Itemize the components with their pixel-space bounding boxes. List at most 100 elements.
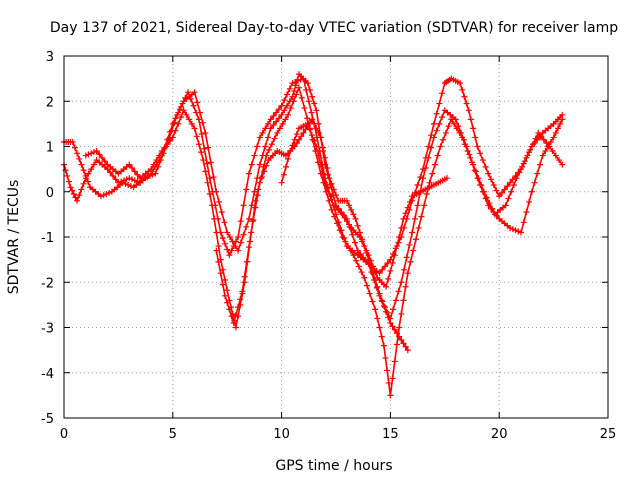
data-point (364, 282, 371, 289)
data-point (328, 180, 335, 187)
data-point (211, 215, 218, 222)
data-point (432, 161, 439, 168)
y-tick-label: 1 (46, 141, 54, 156)
data-point (325, 197, 332, 204)
data-point (535, 129, 542, 136)
y-tick-label: 3 (46, 50, 54, 65)
data-point (324, 185, 331, 192)
series-line (85, 86, 563, 397)
data-point (226, 234, 233, 240)
data-point (109, 172, 116, 179)
data-point (400, 297, 407, 304)
data-point (202, 168, 209, 175)
data-point (557, 120, 564, 127)
data-point (172, 127, 179, 134)
data-point (328, 206, 335, 213)
data-point (289, 80, 296, 87)
data-point (175, 120, 182, 127)
data-point (215, 243, 222, 250)
data-point (502, 202, 509, 209)
data-point (322, 154, 329, 161)
data-point (232, 324, 239, 331)
data-point (69, 187, 76, 194)
data-point (509, 226, 516, 233)
data-point (369, 298, 376, 305)
y-tick-label: -1 (41, 231, 54, 246)
data-point (148, 166, 155, 173)
data-point (228, 313, 235, 320)
data-point (241, 273, 248, 280)
data-point (245, 170, 252, 177)
data-point (293, 140, 300, 147)
data-point (529, 141, 536, 148)
data-point (428, 144, 435, 151)
data-point (287, 105, 294, 112)
data-point (199, 119, 206, 126)
data-point (339, 211, 346, 218)
data-point (262, 125, 269, 132)
data-point (85, 151, 92, 158)
data-point (313, 107, 320, 114)
data-point (177, 114, 184, 121)
data-point (270, 112, 277, 119)
y-tick-label: -5 (41, 412, 54, 427)
data-point (180, 107, 187, 114)
data-point (352, 215, 359, 222)
data-point (516, 169, 523, 176)
data-point (425, 143, 432, 150)
data-point (251, 152, 258, 159)
data-point (293, 91, 300, 98)
y-tick-label: -3 (41, 322, 54, 337)
data-point (250, 217, 257, 224)
data-point (378, 333, 385, 340)
data-point (393, 341, 400, 348)
data-point (282, 163, 289, 170)
data-point (411, 215, 418, 222)
data-point (96, 151, 103, 158)
data-point (219, 266, 226, 273)
data-point (326, 175, 333, 182)
data-point (188, 120, 195, 127)
data-point (202, 129, 209, 136)
data-point (343, 197, 350, 204)
data-point (361, 243, 368, 250)
data-point (392, 297, 399, 304)
data-point (559, 161, 566, 168)
data-point (421, 202, 428, 209)
data-point (144, 174, 151, 181)
data-point (488, 176, 495, 183)
data-point (122, 180, 129, 187)
data-point (164, 141, 171, 148)
data-point (204, 179, 211, 186)
data-point (352, 239, 359, 246)
data-point (385, 379, 392, 386)
data-point (512, 227, 519, 234)
data-point (224, 246, 231, 253)
data-point (349, 231, 356, 238)
data-point (467, 154, 474, 161)
data-point (187, 95, 194, 102)
data-point (262, 143, 269, 150)
data-point (248, 161, 255, 168)
chart-title: Day 137 of 2021, Sidereal Day-to-day VTE… (50, 20, 618, 36)
data-point (508, 188, 515, 195)
data-point (107, 169, 114, 176)
data-point (400, 215, 407, 222)
data-point (198, 131, 205, 138)
data-point (240, 231, 247, 238)
data-point (402, 210, 409, 217)
data-point (254, 192, 261, 199)
data-point (430, 120, 437, 127)
data-point (472, 134, 479, 141)
data-point (415, 224, 422, 231)
data-point (359, 238, 366, 245)
data-point (403, 254, 410, 261)
data-point (342, 238, 349, 245)
data-point (101, 158, 108, 165)
data-point (393, 330, 400, 337)
x-tick-label: 5 (169, 427, 177, 442)
data-point (543, 140, 550, 147)
data-point (546, 143, 553, 150)
data-point (442, 129, 449, 136)
